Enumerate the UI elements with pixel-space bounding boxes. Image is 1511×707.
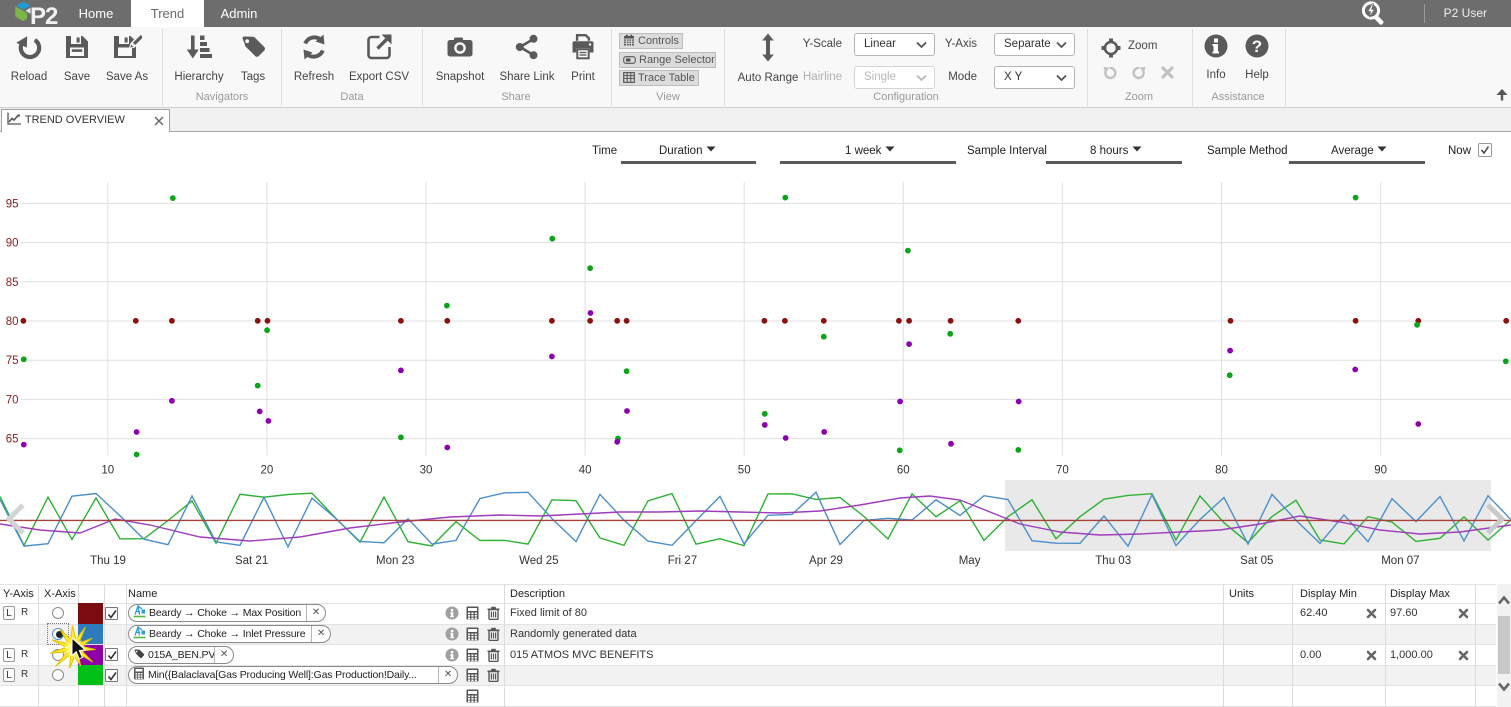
svg-text:70: 70 [6, 394, 19, 406]
svg-text:60: 60 [897, 465, 910, 477]
svg-text:50: 50 [738, 465, 751, 477]
svg-text:Sat 21: Sat 21 [235, 555, 268, 567]
svg-text:?: ? [1252, 37, 1262, 56]
svg-text:Mon 23: Mon 23 [376, 555, 414, 567]
svg-text:Thu 19: Thu 19 [90, 555, 126, 567]
svg-text:Fri 27: Fri 27 [668, 555, 697, 567]
svg-text:May: May [959, 555, 981, 567]
svg-text:75: 75 [6, 355, 19, 367]
svg-text:10: 10 [101, 465, 114, 477]
svg-text:70: 70 [1056, 465, 1069, 477]
svg-text:95: 95 [6, 198, 19, 210]
svg-text:Apr 29: Apr 29 [809, 555, 843, 567]
svg-text:65: 65 [6, 434, 19, 446]
svg-text:30: 30 [420, 465, 433, 477]
svg-text:80: 80 [1215, 465, 1228, 477]
svg-text:P2: P2 [30, 3, 58, 26]
svg-text:40: 40 [579, 465, 592, 477]
svg-text:Sat 05: Sat 05 [1240, 555, 1273, 567]
svg-text:85: 85 [6, 277, 19, 289]
svg-text:Wed 25: Wed 25 [519, 555, 558, 567]
svg-text:80: 80 [6, 316, 19, 328]
svg-text:Thu 03: Thu 03 [1095, 555, 1131, 567]
svg-text:90: 90 [1374, 465, 1387, 477]
svg-text:90: 90 [6, 238, 19, 250]
svg-text:Mon 07: Mon 07 [1381, 555, 1419, 567]
svg-text:20: 20 [261, 465, 274, 477]
